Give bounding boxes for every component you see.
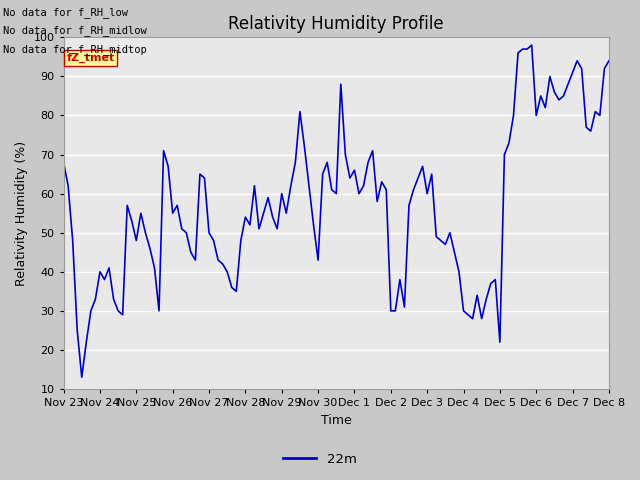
Title: Relativity Humidity Profile: Relativity Humidity Profile (228, 15, 444, 33)
Text: fZ_tmet: fZ_tmet (67, 53, 115, 63)
X-axis label: Time: Time (321, 414, 351, 427)
Text: No data for f_RH_midtop: No data for f_RH_midtop (3, 44, 147, 55)
Y-axis label: Relativity Humidity (%): Relativity Humidity (%) (15, 141, 28, 286)
Text: No data for f_RH_midlow: No data for f_RH_midlow (3, 25, 147, 36)
Legend: 22m: 22m (278, 447, 362, 471)
Text: No data for f_RH_low: No data for f_RH_low (3, 7, 128, 18)
